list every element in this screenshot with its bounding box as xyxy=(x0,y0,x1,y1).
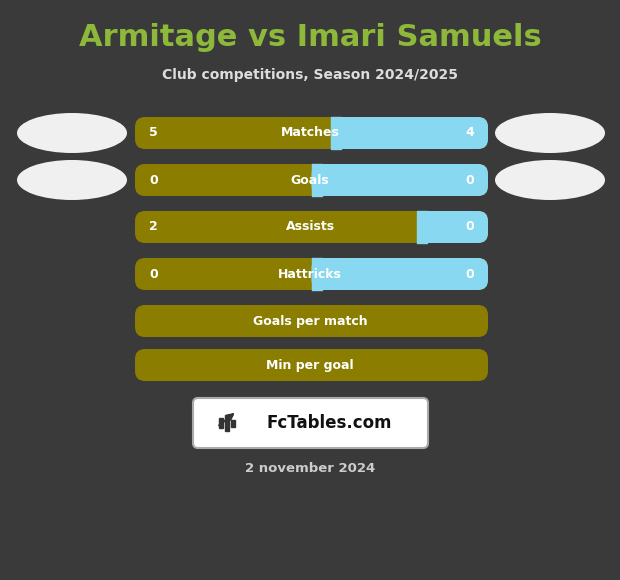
FancyBboxPatch shape xyxy=(135,258,488,290)
FancyBboxPatch shape xyxy=(417,211,488,243)
Text: FcTables.com: FcTables.com xyxy=(267,414,392,432)
FancyBboxPatch shape xyxy=(193,398,428,448)
Ellipse shape xyxy=(495,160,605,200)
Text: 2: 2 xyxy=(149,220,157,234)
Text: Club competitions, Season 2024/2025: Club competitions, Season 2024/2025 xyxy=(162,68,458,82)
FancyBboxPatch shape xyxy=(135,164,488,196)
FancyBboxPatch shape xyxy=(135,211,488,243)
Bar xyxy=(219,418,223,428)
Bar xyxy=(231,419,235,426)
Text: 5: 5 xyxy=(149,126,157,140)
Text: Goals: Goals xyxy=(291,173,329,187)
Text: Assists: Assists xyxy=(285,220,335,234)
Text: 0: 0 xyxy=(465,173,474,187)
FancyBboxPatch shape xyxy=(311,258,488,290)
Text: 0: 0 xyxy=(149,267,157,281)
Text: 0: 0 xyxy=(465,220,474,234)
Text: 0: 0 xyxy=(149,173,157,187)
Text: Armitage vs Imari Samuels: Armitage vs Imari Samuels xyxy=(79,24,541,53)
FancyBboxPatch shape xyxy=(311,164,488,196)
FancyBboxPatch shape xyxy=(135,117,488,149)
FancyBboxPatch shape xyxy=(135,305,488,337)
Ellipse shape xyxy=(17,113,127,153)
FancyBboxPatch shape xyxy=(331,117,488,149)
Text: Goals per match: Goals per match xyxy=(253,314,367,328)
Text: 2 november 2024: 2 november 2024 xyxy=(245,462,375,474)
Ellipse shape xyxy=(495,113,605,153)
Ellipse shape xyxy=(17,160,127,200)
Text: Min per goal: Min per goal xyxy=(266,358,354,372)
Bar xyxy=(225,415,229,431)
Text: Matches: Matches xyxy=(281,126,339,140)
Text: 0: 0 xyxy=(465,267,474,281)
Text: Hattricks: Hattricks xyxy=(278,267,342,281)
Text: 4: 4 xyxy=(465,126,474,140)
FancyBboxPatch shape xyxy=(135,349,488,381)
